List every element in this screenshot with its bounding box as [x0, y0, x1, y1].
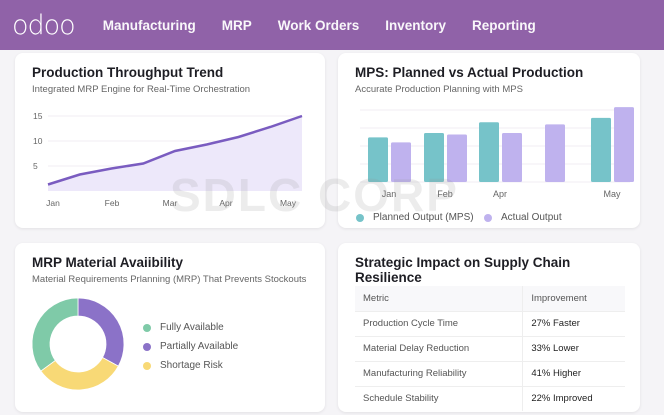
throughput-card: 5 10 15 Jan Feb Mar Apr May Production Throughp… — [15, 53, 325, 228]
bar-actual — [391, 142, 411, 182]
legend-dot — [143, 323, 151, 332]
x-tick-label: May — [603, 189, 621, 199]
impact-card: Strategic Impact on Supply Chain Resilie… — [338, 243, 640, 412]
availability-donut — [31, 297, 125, 391]
card-title: Strategic Impact on Supply Chain Resilie… — [355, 255, 571, 285]
legend-label: Fully Available — [160, 322, 224, 333]
card-subtitle: Integrated MRP Engine for Real-Time Orch… — [32, 84, 251, 95]
x-tick-label: May — [280, 198, 297, 208]
legend-label: Planned Output (MPS) — [373, 212, 474, 223]
metric-cell: Schedule Stability — [355, 385, 523, 411]
improvement-cell: 22% Improved — [522, 385, 625, 411]
legend-dot — [143, 361, 151, 370]
bar-actual — [447, 134, 467, 182]
x-tick-label: Mar — [163, 198, 178, 208]
legend-dot — [143, 342, 151, 351]
x-tick-label: Apr — [219, 198, 232, 208]
legend-label: Shortage Risk — [160, 360, 223, 371]
legend-shortage: Shortage Risk — [143, 360, 223, 371]
availability-card: MRP Material Avaiibility Material Requir… — [15, 243, 325, 412]
x-tick-label: Apr — [493, 189, 507, 199]
y-tick-label: 5 — [33, 161, 38, 171]
card-title: Production Throughput Trend — [32, 65, 224, 80]
x-tick-label: Feb — [105, 198, 120, 208]
legend-dot — [484, 213, 492, 222]
nav-reporting[interactable]: Reporting — [472, 17, 536, 33]
table-header: Metric Improvement — [355, 286, 625, 311]
x-tick-label: Jan — [382, 189, 397, 199]
legend-fully: Fully Available — [143, 322, 224, 333]
mps-chart: Jan Feb Apr May — [360, 107, 634, 199]
metric-cell: Manufacturing Reliability — [355, 360, 523, 386]
bar-planned — [424, 133, 444, 182]
donut-slice — [77, 297, 125, 367]
y-tick-label: 10 — [33, 136, 43, 146]
card-subtitle: Material Requirements Prlanning (MRP) Th… — [32, 274, 307, 285]
bar-actual — [502, 133, 522, 182]
throughput-line — [47, 114, 303, 186]
improvement-cell: 27% Faster — [522, 310, 625, 336]
header-improvement: Improvement — [522, 286, 625, 311]
bar-actual — [614, 107, 634, 182]
x-tick-label: Jan — [46, 198, 60, 208]
nav-work-orders[interactable]: Work Orders — [277, 17, 360, 33]
impact-table: Metric Improvement Production Cycle Time 2… — [355, 286, 625, 411]
nav-mrp[interactable]: MRP — [221, 17, 252, 33]
bar-actual — [545, 124, 565, 182]
throughput-chart: 5 10 15 Jan Feb Mar Apr May — [33, 111, 303, 208]
mps-card: Jan Feb Apr May MPS: Planned vs Actual Prod… — [338, 53, 640, 228]
table-row: Material Delay Reduction 33% Lower — [355, 335, 625, 361]
area-fill — [48, 116, 302, 191]
odoo-logo[interactable]: odoo — [12, 9, 76, 41]
nav-manufacturing[interactable]: Manufacturing — [102, 17, 196, 33]
nav-inventory[interactable]: Inventory — [385, 17, 446, 33]
top-nav: odoo Manufacturing MRP Work Orders Inven… — [0, 0, 664, 50]
bar-planned — [479, 122, 499, 182]
table-row: Manufacturing Reliability 41% Higher — [355, 360, 625, 386]
legend-dot — [356, 213, 364, 222]
legend-label: Partially Available — [160, 341, 239, 352]
legend-planned: Planned Output (MPS) — [356, 212, 474, 223]
card-title: MRP Material Avaiibility — [32, 255, 184, 270]
legend-label: Actual Output — [501, 212, 562, 223]
card-subtitle: Accurate Production Planning with MPS — [355, 84, 523, 95]
table-row: Production Cycle Time 27% Faster — [355, 310, 625, 336]
card-title: MPS: Planned vs Actual Production — [355, 65, 584, 80]
header-metric: Metric — [355, 286, 523, 311]
bar-planned — [591, 117, 611, 182]
metric-cell: Material Delay Reduction — [355, 335, 523, 361]
legend-actual: Actual Output — [484, 212, 562, 223]
metric-cell: Production Cycle Time — [355, 310, 523, 336]
improvement-cell: 41% Higher — [522, 360, 625, 386]
y-tick-label: 15 — [33, 111, 43, 121]
x-tick-label: Feb — [437, 189, 453, 199]
legend-partially: Partially Available — [143, 341, 238, 352]
improvement-cell: 33% Lower — [522, 335, 625, 361]
bar-planned — [368, 137, 388, 182]
donut-slice — [31, 297, 79, 372]
table-row: Schedule Stability 22% Improved — [355, 385, 625, 411]
